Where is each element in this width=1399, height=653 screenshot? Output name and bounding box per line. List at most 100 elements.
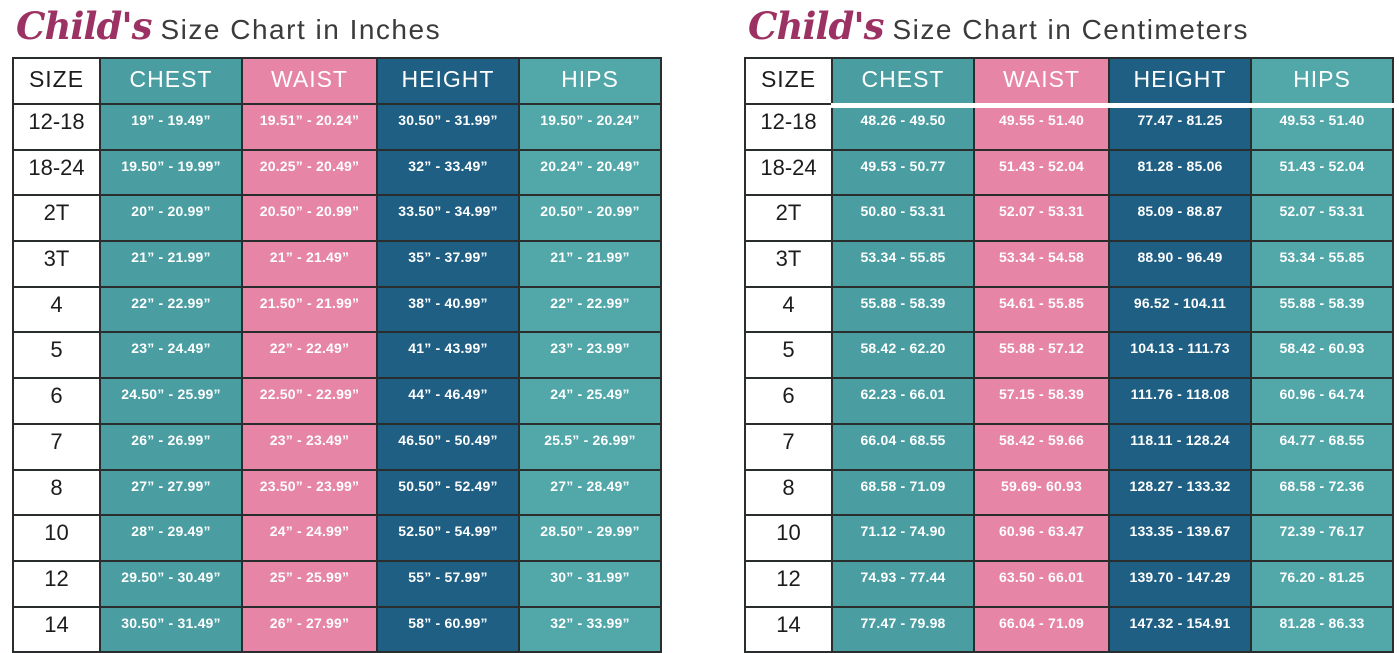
size-label-cell: 2T xyxy=(12,194,101,243)
waist-value-cell: 59.69- 60.93 xyxy=(973,468,1110,517)
chest-value-cell: 27” - 27.99” xyxy=(99,468,243,517)
size-label-cell: 4 xyxy=(12,285,101,334)
waist-value-cell: 49.55 - 51.40 xyxy=(973,103,1110,151)
size-label-cell: 8 xyxy=(744,468,833,517)
height-value-cell: 118.11 - 128.24 xyxy=(1108,422,1252,471)
column-header-chest: CHEST xyxy=(99,57,243,105)
height-value-cell: 30.50” - 31.99” xyxy=(376,103,520,151)
table-row: 12 29.50” - 30.49” 25” - 25.99” 55” - 57.99… xyxy=(12,559,662,608)
hips-value-cell: 21” - 21.99” xyxy=(518,240,662,288)
chest-value-cell: 24.50” - 25.99” xyxy=(99,377,243,425)
height-value-cell: 41” - 43.99” xyxy=(376,331,520,380)
chest-value-cell: 55.88 - 58.39 xyxy=(831,285,975,334)
chest-value-cell: 23” - 24.49” xyxy=(99,331,243,380)
height-value-cell: 35” - 37.99” xyxy=(376,240,520,288)
table-row: 2T 50.80 - 53.31 52.07 - 53.31 85.09 - 88.8… xyxy=(744,194,1394,243)
size-label-cell: 3T xyxy=(744,240,833,288)
table-row: 7 26” - 26.99” 23” - 23.49” 46.50” - 50.49”… xyxy=(12,422,662,471)
table-row: 8 68.58 - 71.09 59.69- 60.93 128.27 - 133.3… xyxy=(744,468,1394,517)
hips-value-cell: 24” - 25.49” xyxy=(518,377,662,425)
hips-value-cell: 22” - 22.99” xyxy=(518,285,662,334)
waist-value-cell: 20.25” - 20.49” xyxy=(241,148,378,197)
chest-value-cell: 19.50” - 19.99” xyxy=(99,148,243,197)
title-centimeters-text: Size Chart in Centimeters xyxy=(892,14,1250,45)
waist-value-cell: 51.43 - 52.04 xyxy=(973,148,1110,197)
chest-value-cell: 62.23 - 66.01 xyxy=(831,377,975,425)
chest-value-cell: 68.58 - 71.09 xyxy=(831,468,975,517)
header-row: SIZE CHEST WAIST HEIGHT HIPS xyxy=(12,57,662,105)
size-label-cell: 8 xyxy=(12,468,101,517)
height-value-cell: 128.27 - 133.32 xyxy=(1108,468,1252,517)
column-header-waist: WAIST xyxy=(973,57,1110,105)
height-value-cell: 33.50” - 34.99” xyxy=(376,194,520,243)
height-value-cell: 104.13 - 111.73 xyxy=(1108,331,1252,380)
table-row: 8 27” - 27.99” 23.50” - 23.99” 50.50” - 52.… xyxy=(12,468,662,517)
height-value-cell: 88.90 - 96.49 xyxy=(1108,240,1252,288)
hips-value-cell: 53.34 - 55.85 xyxy=(1250,240,1394,288)
chest-value-cell: 22” - 22.99” xyxy=(99,285,243,334)
title-childs-script: Child's xyxy=(16,4,152,48)
chest-value-cell: 66.04 - 68.55 xyxy=(831,422,975,471)
waist-value-cell: 53.34 - 54.58 xyxy=(973,240,1110,288)
waist-value-cell: 25” - 25.99” xyxy=(241,559,378,608)
chest-value-cell: 71.12 - 74.90 xyxy=(831,514,975,562)
table-row: 6 62.23 - 66.01 57.15 - 58.39 111.76 - 118.… xyxy=(744,377,1394,425)
column-header-size: SIZE xyxy=(744,57,833,105)
size-label-cell: 7 xyxy=(744,422,833,471)
height-value-cell: 46.50” - 50.49” xyxy=(376,422,520,471)
centimeters-size-table: SIZE CHEST WAIST HEIGHT HIPS 12-18 48.26 - 49… xyxy=(744,57,1394,653)
table-row: 2T 20” - 20.99” 20.50” - 20.99” 33.50” - 34… xyxy=(12,194,662,243)
hips-value-cell: 76.20 - 81.25 xyxy=(1250,559,1394,608)
chest-value-cell: 49.53 - 50.77 xyxy=(831,148,975,197)
waist-value-cell: 66.04 - 71.09 xyxy=(973,605,1110,653)
column-header-height: HEIGHT xyxy=(1108,57,1252,105)
table-row: 5 58.42 - 62.20 55.88 - 57.12 104.13 - 111.… xyxy=(744,331,1394,380)
size-label-cell: 12-18 xyxy=(744,103,833,151)
column-header-hips: HIPS xyxy=(518,57,662,105)
height-value-cell: 111.76 - 118.08 xyxy=(1108,377,1252,425)
height-value-cell: 32” - 33.49” xyxy=(376,148,520,197)
centimeters-table-header: SIZE CHEST WAIST HEIGHT HIPS xyxy=(744,57,1394,105)
chest-value-cell: 77.47 - 79.98 xyxy=(831,605,975,653)
waist-value-cell: 58.42 - 59.66 xyxy=(973,422,1110,471)
hips-value-cell: 60.96 - 64.74 xyxy=(1250,377,1394,425)
waist-value-cell: 52.07 - 53.31 xyxy=(973,194,1110,243)
table-row: 7 66.04 - 68.55 58.42 - 59.66 118.11 - 128.… xyxy=(744,422,1394,471)
chest-value-cell: 53.34 - 55.85 xyxy=(831,240,975,288)
table-row: 18-24 49.53 - 50.77 51.43 - 52.04 81.28 - 8… xyxy=(744,148,1394,197)
size-label-cell: 6 xyxy=(744,377,833,425)
height-value-cell: 96.52 - 104.11 xyxy=(1108,285,1252,334)
hips-value-cell: 30” - 31.99” xyxy=(518,559,662,608)
table-row: 18-24 19.50” - 19.99” 20.25” - 20.49” 32” -… xyxy=(12,148,662,197)
header-white-divider-line xyxy=(831,103,1399,108)
table-row: 12-18 48.26 - 49.50 49.55 - 51.40 77.47 - 8… xyxy=(744,103,1394,151)
hips-value-cell: 64.77 - 68.55 xyxy=(1250,422,1394,471)
table-row: 12-18 19” - 19.49” 19.51” - 20.24” 30.50” -… xyxy=(12,103,662,151)
inches-table-header: SIZE CHEST WAIST HEIGHT HIPS xyxy=(12,57,662,105)
table-row: 6 24.50” - 25.99” 22.50” - 22.99” 44” - 46.… xyxy=(12,377,662,425)
height-value-cell: 58” - 60.99” xyxy=(376,605,520,653)
hips-value-cell: 20.24” - 20.49” xyxy=(518,148,662,197)
chest-value-cell: 29.50” - 30.49” xyxy=(99,559,243,608)
centimeters-table-body: 12-18 48.26 - 49.50 49.55 - 51.40 77.47 - 8… xyxy=(744,103,1394,653)
hips-value-cell: 51.43 - 52.04 xyxy=(1250,148,1394,197)
hips-value-cell: 72.39 - 76.17 xyxy=(1250,514,1394,562)
size-label-cell: 12 xyxy=(12,559,101,608)
height-value-cell: 50.50” - 52.49” xyxy=(376,468,520,517)
hips-value-cell: 55.88 - 58.39 xyxy=(1250,285,1394,334)
height-value-cell: 81.28 - 85.06 xyxy=(1108,148,1252,197)
inches-size-table: SIZE CHEST WAIST HEIGHT HIPS 12-18 19” - 19.4… xyxy=(12,57,662,653)
waist-value-cell: 60.96 - 63.47 xyxy=(973,514,1110,562)
table-row: 4 55.88 - 58.39 54.61 - 55.85 96.52 - 104.1… xyxy=(744,285,1394,334)
waist-value-cell: 21.50” - 21.99” xyxy=(241,285,378,334)
waist-value-cell: 23” - 23.49” xyxy=(241,422,378,471)
table-row: 3T 53.34 - 55.85 53.34 - 54.58 88.90 - 96.4… xyxy=(744,240,1394,288)
table-row: 3T 21” - 21.99” 21” - 21.49” 35” - 37.99” 21… xyxy=(12,240,662,288)
height-value-cell: 133.35 - 139.67 xyxy=(1108,514,1252,562)
hips-value-cell: 19.50” - 20.24” xyxy=(518,103,662,151)
waist-value-cell: 54.61 - 55.85 xyxy=(973,285,1110,334)
table-row: 14 77.47 - 79.98 66.04 - 71.09 147.32 - 154… xyxy=(744,605,1394,653)
table-row: 12 74.93 - 77.44 63.50 - 66.01 139.70 - 147… xyxy=(744,559,1394,608)
title-childs-script: Child's xyxy=(748,4,884,48)
height-value-cell: 147.32 - 154.91 xyxy=(1108,605,1252,653)
